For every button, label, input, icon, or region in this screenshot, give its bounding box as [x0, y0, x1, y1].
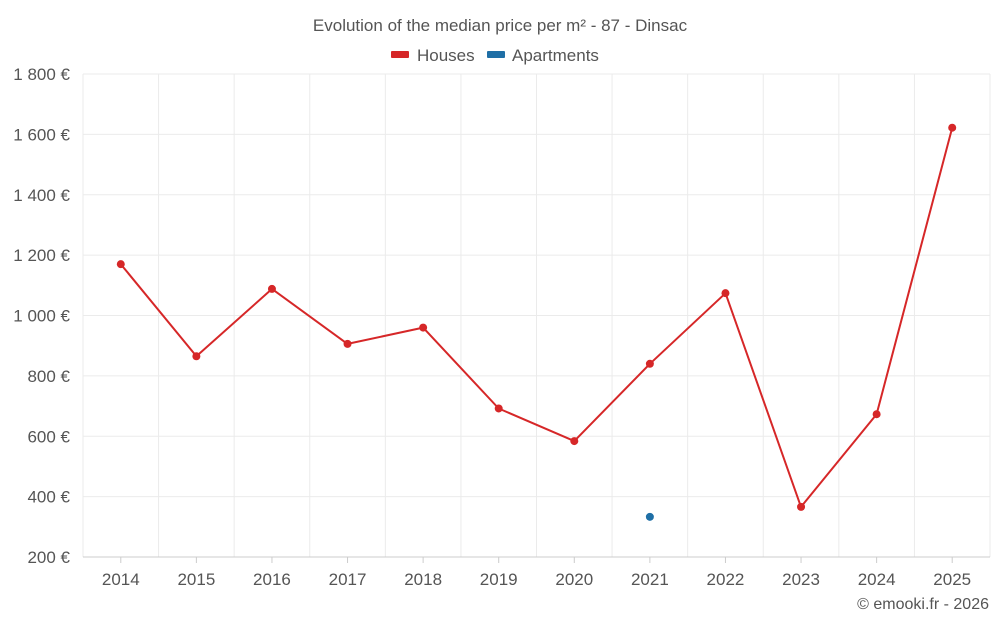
data-point-houses[interactable]	[721, 289, 730, 298]
data-point-houses[interactable]	[570, 437, 579, 446]
x-tick-label: 2022	[707, 570, 745, 589]
y-tick-label: 1 400 €	[13, 186, 70, 205]
grid	[82, 73, 991, 557]
legend-label-apartments: Apartments	[512, 46, 599, 65]
data-point-houses[interactable]	[645, 359, 654, 368]
data-point-houses[interactable]	[343, 339, 352, 348]
credit-text: © emooki.fr - 2026	[857, 596, 989, 613]
data-point-houses[interactable]	[494, 404, 503, 413]
x-tick-label: 2015	[177, 570, 215, 589]
series	[116, 123, 957, 521]
data-point-houses[interactable]	[192, 352, 201, 361]
data-point-houses[interactable]	[797, 502, 806, 511]
x-tick-label: 2016	[253, 570, 291, 589]
x-tick-label: 2014	[102, 570, 140, 589]
legend: Houses Apartments	[391, 46, 599, 65]
y-tick-label: 200 €	[27, 548, 70, 567]
axes: 200 € 400 € 600 € 800 € 1 000 € 1 200 € 1 400 …	[13, 65, 990, 589]
x-tick-label: 2018	[404, 570, 442, 589]
y-tick-label: 600 €	[27, 427, 70, 446]
legend-swatch-houses	[391, 51, 409, 58]
y-tick-label: 1 800 €	[13, 65, 70, 84]
data-point-houses[interactable]	[872, 410, 881, 419]
chart-title: Evolution of the median price per m² - 8…	[313, 16, 688, 35]
y-tick-label: 400 €	[27, 488, 70, 507]
legend-item-apartments[interactable]: Apartments	[487, 46, 599, 65]
legend-item-houses[interactable]: Houses	[391, 46, 475, 65]
x-tick-label: 2024	[858, 570, 896, 589]
data-point-houses[interactable]	[419, 323, 428, 332]
legend-swatch-apartments	[487, 51, 505, 58]
data-point-houses[interactable]	[267, 284, 276, 293]
x-tick-label: 2023	[782, 570, 820, 589]
y-tick-label: 800 €	[27, 367, 70, 386]
x-tick-label: 2019	[480, 570, 518, 589]
data-point-apartments[interactable]	[645, 512, 654, 521]
x-tick-label: 2025	[933, 570, 971, 589]
data-point-houses[interactable]	[948, 123, 957, 132]
series-line-houses	[120, 127, 954, 508]
y-tick-label: 1 000 €	[13, 307, 70, 326]
data-point-houses[interactable]	[116, 260, 125, 269]
x-tick-label: 2020	[555, 570, 593, 589]
y-tick-label: 1 600 €	[13, 125, 70, 144]
legend-label-houses: Houses	[417, 46, 475, 65]
x-tick-label: 2017	[329, 570, 367, 589]
x-tick-label: 2021	[631, 570, 669, 589]
y-tick-label: 1 200 €	[13, 246, 70, 265]
